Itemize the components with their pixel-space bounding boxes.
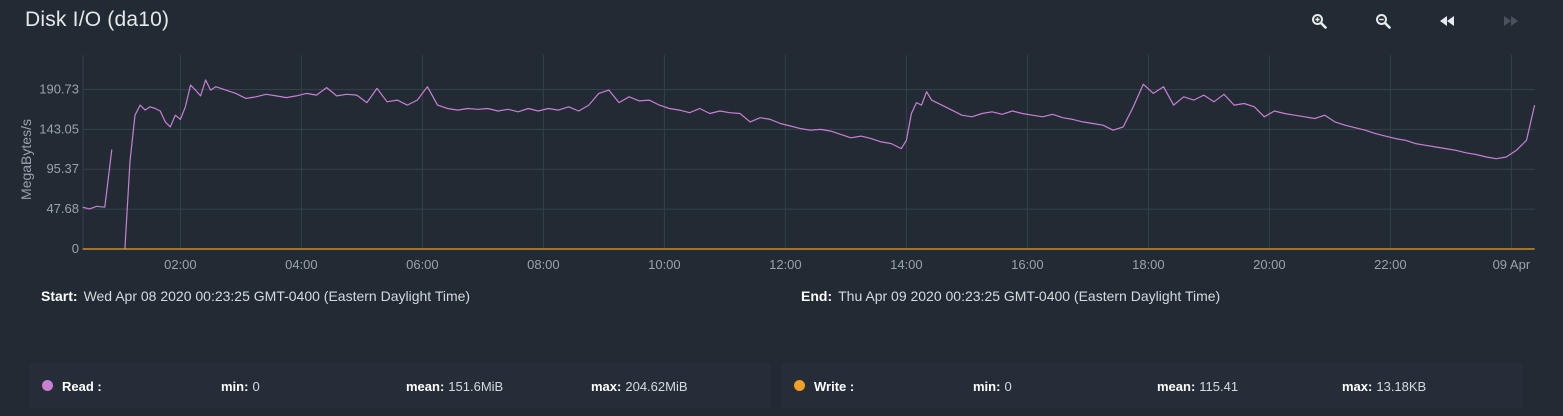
- read-min: min: 0: [221, 379, 260, 394]
- range-end: End: Thu Apr 09 2020 00:23:25 GMT-0400 (E…: [801, 288, 1220, 304]
- x-tick-label: 02:00: [164, 257, 197, 272]
- write-mean: mean: 115.41: [1157, 379, 1238, 394]
- read-min-value: 0: [252, 379, 260, 394]
- read-mean: mean: 151.6MiB: [406, 379, 503, 394]
- legend-read: Read : min: 0 mean: 151.6MiB max: 204.62MiB: [29, 363, 771, 408]
- y-axis-label: MegaBytes/s: [18, 119, 34, 200]
- fast-forward-icon: [1504, 16, 1518, 26]
- x-tick-label: 18:00: [1132, 257, 1165, 272]
- range-start: Start: Wed Apr 08 2020 00:23:25 GMT-0400 …: [41, 288, 470, 304]
- write-color-dot: [794, 380, 805, 391]
- write-min: min: 0: [973, 379, 1012, 394]
- write-mean-value: 115.41: [1199, 379, 1239, 394]
- rewind-icon: [1440, 16, 1454, 26]
- read-max: max: 204.62MiB: [591, 379, 688, 394]
- write-max-label: max:: [1342, 379, 1373, 394]
- y-tick-label: 190.73: [39, 81, 79, 96]
- series-line-read: [82, 149, 113, 210]
- x-tick-label: 12:00: [769, 257, 802, 272]
- x-tick-label: 08:00: [527, 257, 560, 272]
- y-tick-label: 0: [72, 241, 79, 256]
- x-tick-label: 09 Apr: [1493, 257, 1531, 272]
- write-max-value: 13.18KB: [1376, 379, 1427, 394]
- x-tick-label: 16:00: [1011, 257, 1044, 272]
- y-tick-label: 95.37: [46, 161, 79, 176]
- page-title: Disk I/O (da10): [25, 8, 170, 31]
- write-mean-label: mean:: [1157, 379, 1196, 394]
- write-max: max: 13.18KB: [1342, 379, 1426, 394]
- x-tick-label: 10:00: [648, 257, 681, 272]
- x-tick-label: 04:00: [285, 257, 318, 272]
- zoom-out-button[interactable]: [1370, 10, 1396, 32]
- zoom-in-button[interactable]: [1306, 10, 1332, 32]
- zoom-in-icon: [1312, 14, 1327, 29]
- write-min-value: 0: [1004, 379, 1012, 394]
- disk-io-chart[interactable]: 0 47.68 95.37 143.05 190.73 02:00 04:00 06:00 08…: [0, 55, 1563, 280]
- legend-write: Write : min: 0 mean: 115.41 max: 13.18KB: [781, 363, 1523, 408]
- zoom-out-icon: [1376, 14, 1391, 29]
- x-tick-label: 06:00: [406, 257, 439, 272]
- write-min-label: min:: [973, 379, 1001, 394]
- x-tick-label: 14:00: [890, 257, 923, 272]
- chart-toolbar: [1300, 10, 1540, 32]
- read-max-value: 204.62MiB: [625, 379, 688, 394]
- read-mean-label: mean:: [406, 379, 445, 394]
- fast-forward-button[interactable]: [1498, 10, 1524, 32]
- read-max-label: max:: [591, 379, 622, 394]
- range-end-label: End:: [801, 288, 833, 304]
- read-label: Read :: [62, 379, 102, 394]
- read-mean-value: 151.6MiB: [448, 379, 504, 394]
- series-line-read: [124, 79, 1536, 250]
- x-tick-label: 20:00: [1253, 257, 1286, 272]
- range-end-value: Thu Apr 09 2020 00:23:25 GMT-0400 (Easte…: [838, 288, 1221, 304]
- write-label: Write :: [814, 379, 855, 394]
- read-color-dot: [42, 380, 53, 391]
- range-start-value: Wed Apr 08 2020 00:23:25 GMT-0400 (Easte…: [83, 288, 471, 304]
- y-tick-label: 47.68: [46, 201, 79, 216]
- y-tick-label: 143.05: [39, 121, 79, 136]
- x-tick-label: 22:00: [1374, 257, 1407, 272]
- range-start-label: Start:: [41, 288, 78, 304]
- rewind-button[interactable]: [1434, 10, 1460, 32]
- read-min-label: min:: [221, 379, 249, 394]
